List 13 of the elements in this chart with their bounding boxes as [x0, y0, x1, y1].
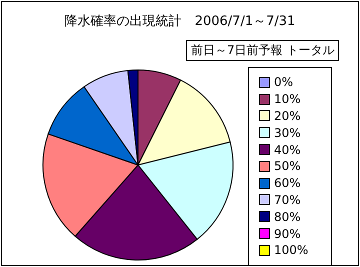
legend-label: 30% [274, 126, 301, 140]
legend-label: 90% [274, 226, 301, 241]
legend-label: 80% [274, 210, 301, 224]
legend-label: 10% [274, 92, 301, 106]
legend-label: 40% [274, 142, 301, 157]
legend-label: 100% [274, 243, 308, 258]
chart-title: 降水確率の出現統計 2006/7/1～7/31 [64, 13, 296, 30]
legend-label: 70% [274, 192, 301, 207]
legend-label: 0% [274, 75, 294, 90]
legend-label: 20% [274, 108, 301, 123]
legend-label: 60% [274, 176, 301, 190]
chart-subtitle: 前日～7日前予報 トータル [186, 40, 340, 61]
legend-label: 50% [274, 159, 301, 174]
